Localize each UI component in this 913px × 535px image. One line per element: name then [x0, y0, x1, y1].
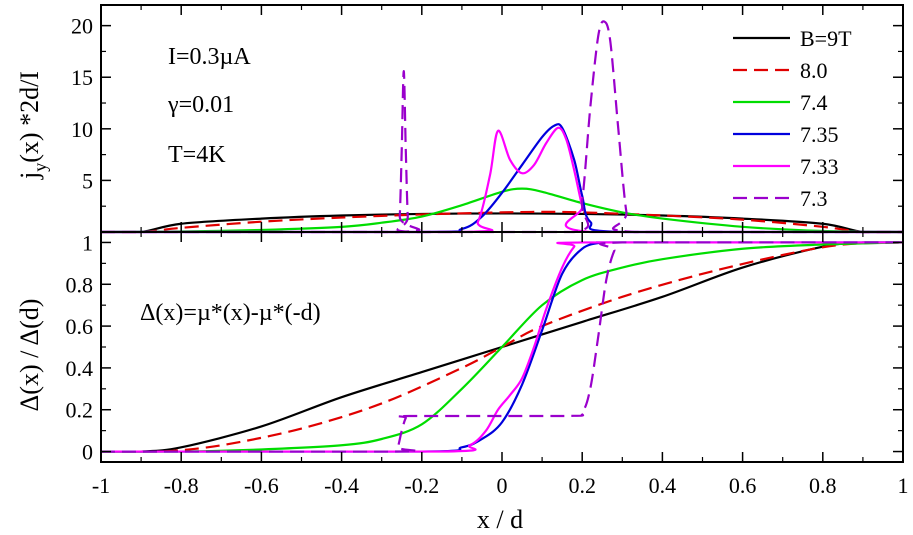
axis-ticks: -1 -0.8 -0.6 -0.4 -0.2 0 0.2 0.4 0.6 0.8 151015200…	[66, 5, 909, 498]
x-tick-label: 0.8	[809, 473, 837, 498]
top-ylabel-main: j	[15, 172, 44, 180]
top-y-tick-label: 10	[71, 117, 93, 142]
top-ylabel-sub: y	[30, 163, 50, 172]
bottom-series-line-5	[101, 241, 903, 453]
annotation-temperature: T=4K	[168, 142, 226, 168]
x-tick-label: 0	[497, 473, 508, 498]
x-tick-label: -0.8	[164, 473, 199, 498]
top-series-line-5	[100, 20, 903, 234]
top-series-line-2	[100, 187, 904, 234]
bottom-y-tick-label: 1	[82, 230, 93, 255]
x-axis-label: x / d	[477, 505, 523, 534]
legend-label: B=9T	[800, 26, 852, 51]
x-tick-label: 0.2	[568, 473, 596, 498]
bottom-series-line-4	[101, 241, 903, 453]
x-tick-label: -0.4	[324, 473, 359, 498]
bottom-y-tick-label: 0.2	[66, 398, 94, 423]
top-series-line-3	[100, 123, 903, 234]
legend-label: 7.4	[800, 90, 828, 115]
annotation-gamma: γ=0.01	[167, 92, 234, 118]
annotation-delta-definition: Δ(x)=µ*(x)-µ*(-d)	[140, 300, 321, 326]
legend-label: 8.0	[800, 58, 828, 83]
top-ylabel: jy(x) *2d/I	[15, 71, 50, 180]
top-y-tick-label: 5	[82, 168, 93, 193]
top-series-lines	[100, 20, 904, 234]
x-tick-label: -0.6	[244, 473, 279, 498]
bottom-y-tick-label: 0	[82, 440, 93, 465]
bottom-ylabel: Δ(x) / Δ(d)	[15, 299, 44, 412]
annotation-current: I=0.3µA	[168, 44, 251, 70]
top-series-line-4	[100, 126, 903, 234]
bottom-series-lines	[101, 241, 904, 453]
top-ylabel-rest: (x) *2d/I	[15, 71, 44, 163]
bottom-y-tick-label: 0.6	[66, 314, 94, 339]
bottom-y-tick-label: 0.8	[66, 272, 94, 297]
top-series-line-1	[100, 210, 903, 234]
x-tick-label: 0.6	[729, 473, 757, 498]
x-tick-label: 1	[898, 473, 909, 498]
legend: B=9T 8.0 7.4 7.35 7.33 7.3	[733, 26, 852, 211]
bottom-series-line-1	[101, 241, 904, 453]
legend-label: 7.33	[800, 154, 839, 179]
bottom-y-tick-label: 0.4	[66, 356, 94, 381]
x-tick-label: -1	[92, 473, 110, 498]
bottom-series-line-2	[101, 241, 904, 453]
legend-label: 7.3	[800, 186, 828, 211]
top-y-tick-label: 15	[71, 65, 93, 90]
top-y-tick-label: 20	[71, 14, 93, 39]
x-tick-label: -0.2	[404, 473, 439, 498]
x-tick-label: 0.4	[649, 473, 677, 498]
legend-label: 7.35	[800, 122, 839, 147]
